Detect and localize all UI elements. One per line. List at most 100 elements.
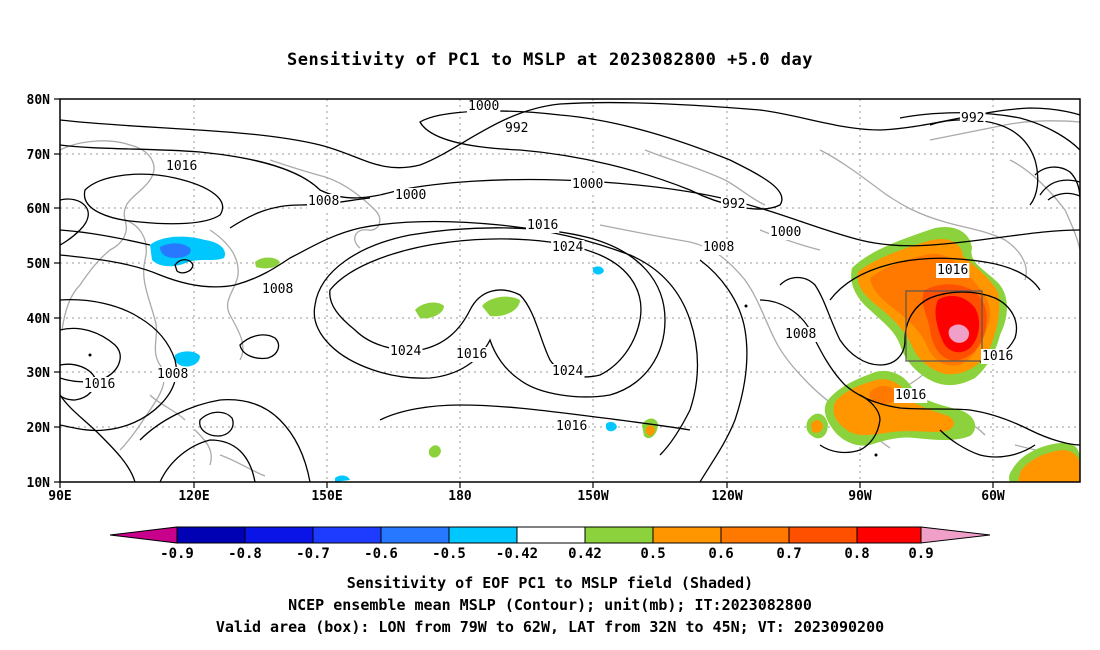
lon-label: 180 bbox=[448, 489, 472, 504]
contour-label-backing bbox=[784, 327, 818, 342]
contour-label: 992 bbox=[505, 121, 528, 136]
valid-area-box bbox=[905, 290, 983, 362]
contour-label: 992 bbox=[722, 197, 745, 212]
contour-label-backing bbox=[960, 111, 986, 126]
contour-label-backing bbox=[455, 347, 489, 362]
colorbar-label: 0.5 bbox=[640, 546, 665, 562]
contour-label-backing bbox=[981, 349, 1015, 364]
colorbar-cell bbox=[380, 526, 450, 544]
caption-block: Sensitivity of EOF PC1 to MSLP field (Sh… bbox=[0, 572, 1100, 638]
colorbar-cell bbox=[516, 526, 586, 544]
contour-label-backing bbox=[721, 197, 747, 212]
contour-label: 992 bbox=[961, 111, 984, 126]
colorbar-label: 0.6 bbox=[708, 546, 733, 562]
contour-label: 1024 bbox=[552, 364, 583, 379]
contour-label-backing bbox=[555, 419, 589, 434]
lon-label: 150E bbox=[311, 489, 342, 504]
caption-line-shaded: Sensitivity of EOF PC1 to MSLP field (Sh… bbox=[346, 574, 754, 592]
contour-label: 1000 bbox=[395, 188, 426, 203]
colorbar-cell bbox=[720, 526, 790, 544]
contour-label-backing bbox=[156, 367, 190, 382]
contour-label: 1016 bbox=[84, 377, 115, 392]
contour-label-backing bbox=[467, 99, 501, 114]
colorbar-cell bbox=[584, 526, 654, 544]
colorbar-cell bbox=[652, 526, 722, 544]
lon-label: 60W bbox=[981, 489, 1005, 504]
contour-label-backing bbox=[165, 159, 199, 174]
colorbar-label: -0.6 bbox=[364, 546, 398, 562]
colorbar-cell bbox=[856, 526, 922, 544]
colorbar-cell bbox=[448, 526, 518, 544]
contour-label-group: 1000 992 992 1016 1008 1000 1000 992 100… bbox=[83, 99, 1015, 434]
lon-label: 90E bbox=[48, 489, 71, 504]
lat-label: 30N bbox=[27, 366, 51, 381]
contour-label: 1024 bbox=[390, 344, 421, 359]
contour-label: 1008 bbox=[157, 367, 188, 382]
contour-label-backing bbox=[894, 388, 928, 403]
contour-label-backing bbox=[702, 240, 736, 255]
colorbar-label: 0.42 bbox=[568, 546, 602, 562]
tick-marks bbox=[54, 98, 994, 488]
colorbar-cell bbox=[788, 526, 858, 544]
colorbar-label: -0.9 bbox=[160, 546, 194, 562]
mslp-contours bbox=[60, 101, 1080, 482]
contour-label: 1000 bbox=[770, 225, 801, 240]
lat-label: 10N bbox=[27, 476, 51, 491]
colorbar-high-end bbox=[920, 526, 991, 544]
map-frame bbox=[59, 98, 1081, 483]
lat-label: 40N bbox=[27, 312, 51, 327]
longitude-labels: 90E 120E 150E 180 150W 120W 90W 60W bbox=[48, 489, 1005, 504]
contour-label-backing bbox=[769, 225, 803, 240]
colorbar bbox=[109, 526, 991, 544]
contour-label-backing bbox=[551, 364, 585, 379]
contour-label-backing bbox=[307, 194, 341, 209]
lat-label: 70N bbox=[27, 148, 51, 163]
contour-label-backing bbox=[261, 282, 295, 297]
lon-label: 120E bbox=[178, 489, 209, 504]
contour-label: 1016 bbox=[166, 159, 197, 174]
contour-label-backing bbox=[571, 177, 605, 192]
contour-label: 1024 bbox=[552, 240, 583, 255]
colorbar-labels: -0.9 -0.8 -0.7 -0.6 -0.5 -0.42 0.42 0.5 … bbox=[160, 546, 934, 562]
colorbar-label: -0.7 bbox=[296, 546, 330, 562]
lon-label: 90W bbox=[848, 489, 872, 504]
contour-label: 1000 bbox=[468, 99, 499, 114]
colorbar-label: -0.42 bbox=[496, 546, 538, 562]
land-markers bbox=[88, 304, 878, 457]
lon-label: 150W bbox=[577, 489, 608, 504]
lat-label: 50N bbox=[27, 257, 51, 272]
lon-label: 120W bbox=[711, 489, 742, 504]
colorbar-label: 0.7 bbox=[776, 546, 801, 562]
contour-label-backing bbox=[551, 240, 585, 255]
colorbar-cell bbox=[176, 526, 246, 544]
contour-label-backing bbox=[526, 218, 560, 233]
contour-label-backing bbox=[83, 377, 117, 392]
contour-label-backing bbox=[936, 263, 970, 278]
contour-label: 1008 bbox=[785, 327, 816, 342]
colorbar-label: -0.5 bbox=[432, 546, 466, 562]
contour-label: 1008 bbox=[703, 240, 734, 255]
contour-label-backing bbox=[389, 344, 423, 359]
lat-label: 60N bbox=[27, 202, 51, 217]
colorbar-cell bbox=[244, 526, 314, 544]
contour-label-backing bbox=[504, 121, 530, 136]
lat-label: 20N bbox=[27, 421, 51, 436]
latitude-labels: 80N 70N 60N 50N 40N 30N 20N 10N bbox=[27, 93, 51, 491]
lat-label: 80N bbox=[27, 93, 51, 108]
contour-label: 1016 bbox=[456, 347, 487, 362]
caption-line-valid-area: Valid area (box): LON from 79W to 62W, L… bbox=[215, 618, 885, 636]
colorbar-cell bbox=[312, 526, 382, 544]
colorbar-label: 0.9 bbox=[908, 546, 933, 562]
map-title: Sensitivity of PC1 to MSLP at 2023082800… bbox=[286, 50, 813, 70]
colorbar-label: -0.8 bbox=[228, 546, 262, 562]
colorbar-low-end bbox=[109, 526, 178, 544]
contour-label: 1016 bbox=[895, 388, 926, 403]
contour-label: 1016 bbox=[527, 218, 558, 233]
contour-label: 1016 bbox=[937, 263, 968, 278]
contour-label: 1016 bbox=[982, 349, 1013, 364]
contour-label: 1008 bbox=[262, 282, 293, 297]
contour-label: 1000 bbox=[572, 177, 603, 192]
contour-label-backing bbox=[394, 188, 428, 203]
colorbar-label: 0.8 bbox=[844, 546, 869, 562]
